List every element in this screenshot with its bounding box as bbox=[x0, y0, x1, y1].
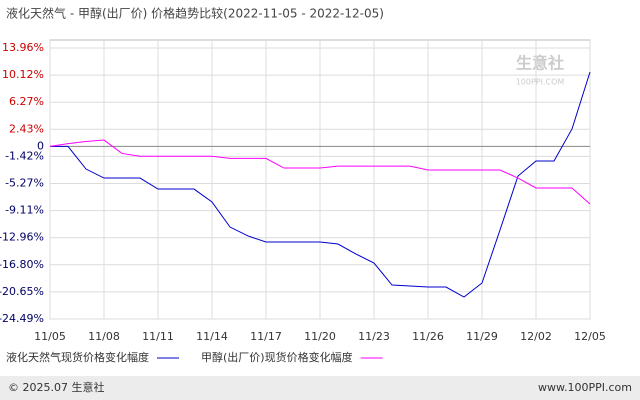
footer-bar bbox=[0, 376, 640, 400]
y-tick-label: -12.96% bbox=[0, 231, 44, 244]
y-tick-label: -9.11% bbox=[5, 204, 44, 217]
x-tick-label: 11/05 bbox=[34, 330, 66, 343]
y-tick-label: 13.96% bbox=[2, 41, 44, 54]
legend-label: 甲醇(出厂价)现货价格变化幅度 bbox=[201, 350, 353, 364]
series-line bbox=[50, 71, 591, 298]
legend-label: 液化天然气现货价格变化幅度 bbox=[6, 350, 149, 364]
y-tick-label: -16.80% bbox=[0, 258, 44, 271]
x-tick-label: 11/26 bbox=[412, 330, 444, 343]
x-tick-label: 11/20 bbox=[304, 330, 336, 343]
footer-right: www.100PPI.com bbox=[538, 381, 632, 394]
y-tick-label: 2.43% bbox=[9, 122, 44, 135]
x-tick-label: 11/17 bbox=[250, 330, 282, 343]
y-tick-label: -24.49% bbox=[0, 312, 44, 325]
x-tick-label: 11/29 bbox=[466, 330, 498, 343]
y-tick-label: -5.27% bbox=[5, 177, 44, 190]
y-tick-label: -20.65% bbox=[0, 285, 44, 298]
y-tick-label: 10.12% bbox=[2, 68, 44, 81]
y-tick-label: 6.27% bbox=[9, 95, 44, 108]
series-line bbox=[49, 139, 591, 205]
watermark: 生意社 bbox=[516, 54, 564, 73]
x-tick-label: 11/23 bbox=[358, 330, 390, 343]
x-tick-label: 11/08 bbox=[88, 330, 120, 343]
x-tick-label: 11/14 bbox=[196, 330, 228, 343]
x-tick-label: 11/11 bbox=[142, 330, 174, 343]
x-tick-label: 12/02 bbox=[520, 330, 552, 343]
y-tick-label: 0 bbox=[37, 139, 44, 152]
x-tick-label: 12/05 bbox=[574, 330, 606, 343]
footer-left: © 2025.07 生意社 bbox=[8, 380, 104, 394]
watermark: 100PPI.COM bbox=[516, 78, 565, 87]
chart-title: 液化天然气 - 甲醇(出厂价) 价格趋势比较(2022-11-05 - 2022… bbox=[6, 6, 384, 21]
y-tick-label: -1.42% bbox=[5, 149, 44, 162]
